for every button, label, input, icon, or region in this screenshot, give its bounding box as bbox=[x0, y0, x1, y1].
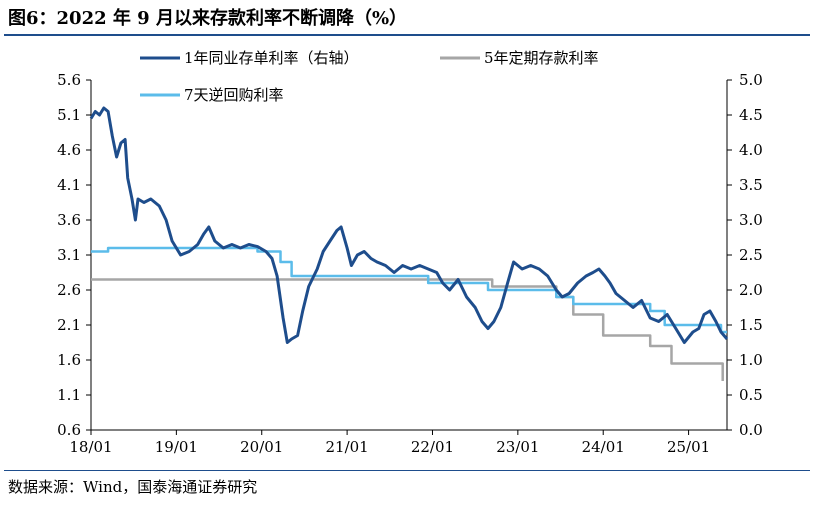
chart: 0.6 1.1 1.6 2.1 2.6 3.1 3.6 4.1 4.6 5.1 5.6 0.0 0.5 1… bbox=[57, 49, 763, 456]
x-tick-label: 24/01 bbox=[582, 438, 625, 456]
y-right-tick-label: 5.0 bbox=[739, 71, 763, 89]
y-right-tick-label: 2.5 bbox=[739, 246, 763, 264]
source-note: 数据来源：Wind，国泰海通证券研究 bbox=[8, 478, 258, 496]
y-right-tick-label: 1.5 bbox=[739, 316, 763, 334]
series-line-0 bbox=[89, 106, 729, 344]
y-left-tick-label: 4.6 bbox=[57, 141, 81, 159]
series-line-2 bbox=[91, 246, 727, 334]
x-tick-label: 20/01 bbox=[240, 438, 283, 456]
y-left-tick-label: 4.1 bbox=[57, 176, 81, 194]
x-tick-label: 18/01 bbox=[69, 438, 112, 456]
x-tick-label: 25/01 bbox=[667, 438, 710, 456]
y-right-tick-label: 0.5 bbox=[739, 386, 763, 404]
legend-label-1: 5年定期存款利率 bbox=[484, 49, 599, 67]
y-left-tick-label: 2.6 bbox=[57, 281, 81, 299]
y-right-tick-label: 0.0 bbox=[739, 421, 763, 439]
y-left-tick-label: 1.1 bbox=[57, 386, 81, 404]
y-left-tick-label: 0.6 bbox=[57, 421, 81, 439]
x-tick-label: 23/01 bbox=[496, 438, 539, 456]
y-left-tick-label: 5.1 bbox=[57, 106, 81, 124]
y-left-tick-label: 3.6 bbox=[57, 211, 81, 229]
y-right-tick-label: 3.5 bbox=[739, 176, 763, 194]
legend-label-0: 1年同业存单利率（右轴） bbox=[184, 49, 359, 67]
y-left-tick-label: 1.6 bbox=[57, 351, 81, 369]
y-right-tick-label: 3.0 bbox=[739, 211, 763, 229]
y-right-tick-label: 4.5 bbox=[739, 106, 763, 124]
x-tick-label: 21/01 bbox=[325, 438, 368, 456]
y-right-tick-label: 2.0 bbox=[739, 281, 763, 299]
x-tick-label: 19/01 bbox=[155, 438, 198, 456]
y-right-tick-label: 4.0 bbox=[739, 141, 763, 159]
legend-label-2: 7天逆回购利率 bbox=[184, 86, 284, 104]
chart-title: 图6：2022 年 9 月以来存款利率不断调降（%） bbox=[8, 8, 408, 29]
source-divider bbox=[4, 470, 810, 471]
y-left-tick-label: 5.6 bbox=[57, 71, 81, 89]
y-left-tick-label: 2.1 bbox=[57, 316, 81, 334]
series-line-1 bbox=[91, 278, 724, 381]
y-right-tick-label: 1.0 bbox=[739, 351, 763, 369]
title-divider bbox=[4, 34, 810, 36]
x-tick-label: 22/01 bbox=[411, 438, 454, 456]
y-left-tick-label: 3.1 bbox=[57, 246, 81, 264]
